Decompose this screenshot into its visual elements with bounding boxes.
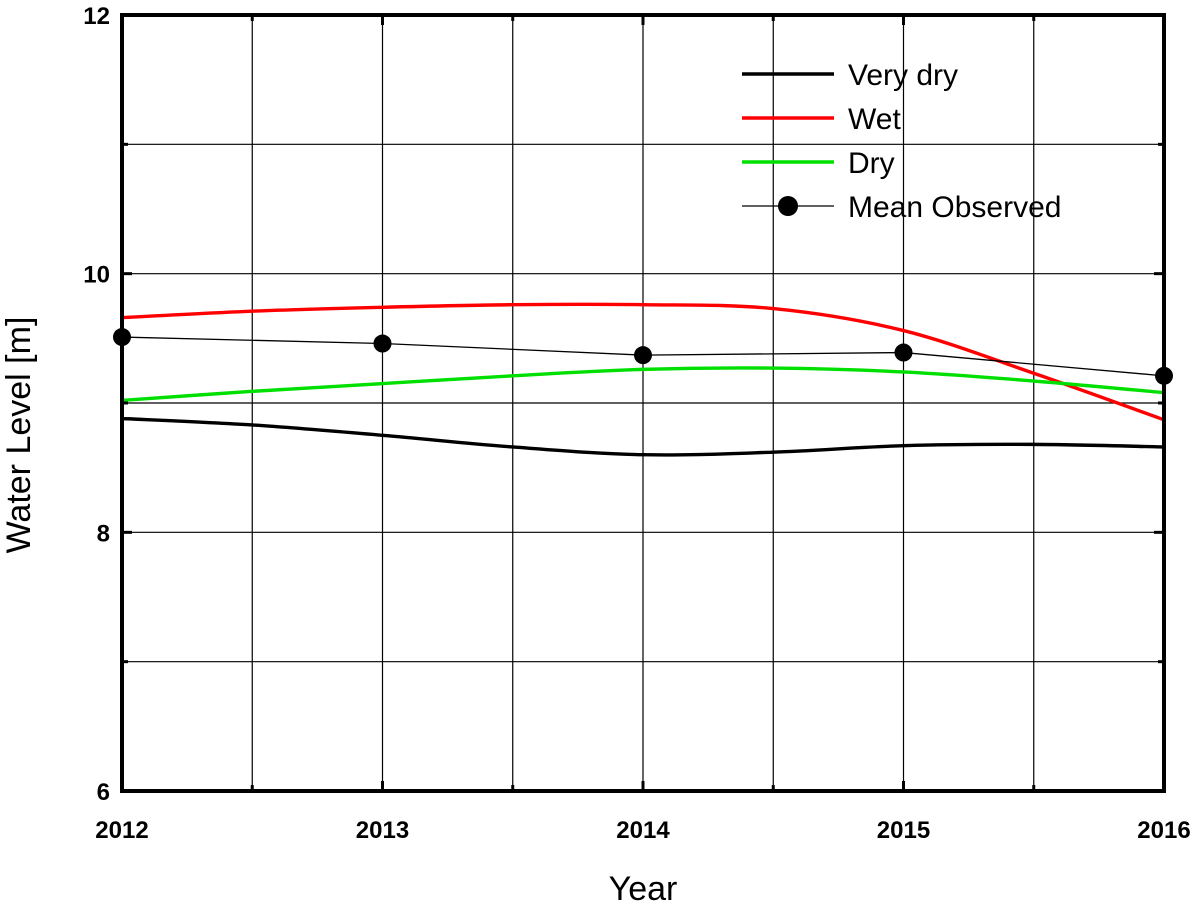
legend-item-mean-observed: Mean Observed	[742, 191, 1061, 224]
legend-item-wet: Wet	[742, 103, 901, 136]
x-axis-title: Year	[609, 870, 678, 908]
legend-marker	[778, 196, 798, 216]
data-point-mean-observed	[894, 343, 913, 362]
legend: Very dry Wet Dry Mean Observed	[742, 59, 1061, 224]
x-tick-label: 2015	[877, 817, 930, 844]
y-tick-label: 12	[83, 3, 110, 30]
x-tick-label: 2016	[1137, 817, 1190, 844]
legend-label: Wet	[848, 103, 901, 136]
y-axis-title: Water Level [m]	[0, 317, 38, 554]
legend-item-dry: Dry	[742, 147, 895, 180]
series-line-dry	[121, 366, 1165, 403]
data-point-mean-observed	[634, 346, 652, 365]
legend-label: Mean Observed	[848, 191, 1061, 224]
x-tick-labels: 2012 2013 2014 2015 2016	[95, 817, 1190, 844]
x-tick-label: 2014	[616, 817, 670, 844]
y-tick-label: 8	[97, 520, 110, 547]
x-tick-label: 2013	[356, 817, 409, 844]
x-tick-label: 2012	[95, 817, 148, 844]
y-tick-labels: 6 8 10 12	[83, 3, 110, 806]
y-tick-label: 6	[97, 779, 110, 806]
y-tick-label: 10	[83, 262, 110, 289]
legend-item-very-dry: Very dry	[742, 59, 958, 92]
data-point-mean-observed	[373, 334, 392, 353]
legend-label: Dry	[848, 147, 895, 180]
axis-ticks	[120, 13, 1166, 793]
series-line-very-dry	[121, 416, 1165, 457]
grid-lines	[122, 15, 1164, 791]
series-line-wet	[121, 302, 1165, 422]
legend-label: Very dry	[848, 59, 958, 92]
